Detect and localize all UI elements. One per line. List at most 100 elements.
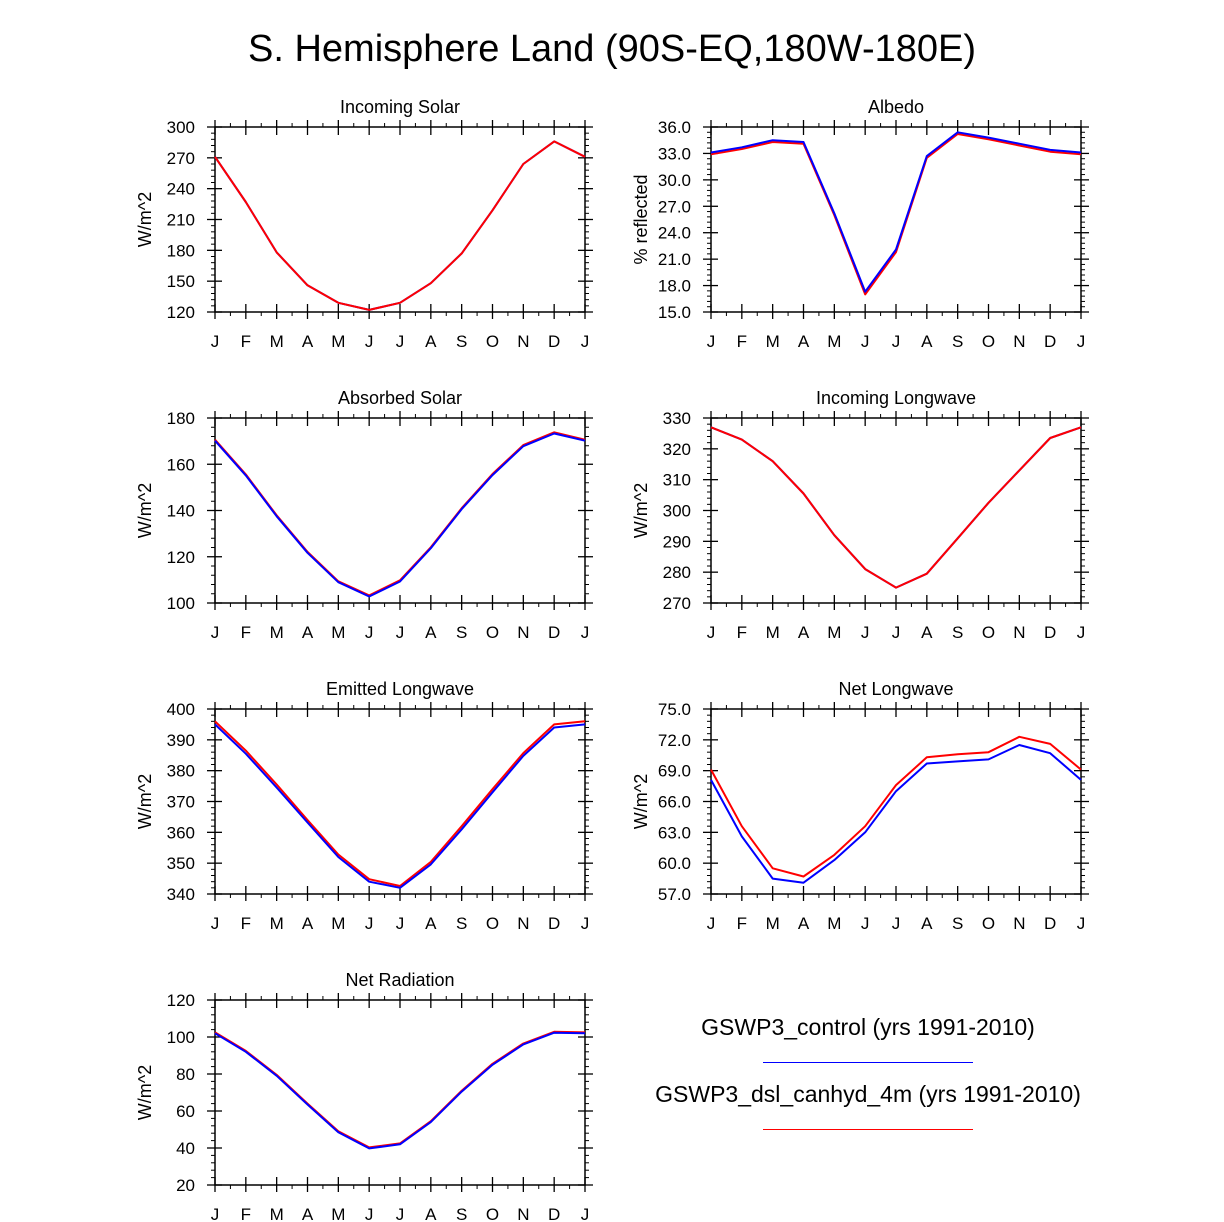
x-tick-label: J: [1077, 623, 1086, 642]
x-tick-label: D: [548, 332, 560, 351]
series-line-gswp3-control: [710, 744, 1082, 884]
x-tick-label: M: [331, 332, 345, 351]
y-tick-label: 36.0: [658, 118, 691, 137]
x-tick-label: O: [486, 332, 499, 351]
y-tick-label: 21.0: [658, 250, 691, 269]
x-tick-label: O: [982, 332, 995, 351]
x-tick-label: F: [737, 914, 747, 933]
plot-frame: [214, 126, 586, 313]
y-tick-label: 380: [167, 762, 195, 781]
x-tick-label: F: [737, 332, 747, 351]
page-title: S. Hemisphere Land (90S-EQ,180W-180E): [248, 28, 976, 70]
x-tick-label: J: [861, 914, 870, 933]
x-tick-label: J: [396, 1205, 405, 1222]
x-tick-label: O: [486, 623, 499, 642]
x-tick-label: O: [982, 623, 995, 642]
x-tick-label: A: [425, 623, 437, 642]
y-tick-label: 33.0: [658, 144, 691, 163]
x-tick-label: D: [1044, 332, 1056, 351]
x-tick-label: M: [827, 914, 841, 933]
legend-dsl-line: [763, 1129, 973, 1130]
x-tick-label: M: [827, 623, 841, 642]
x-tick-label: M: [270, 1205, 284, 1222]
x-tick-label: S: [456, 332, 467, 351]
x-tick-label: N: [517, 1205, 529, 1222]
x-tick-label: A: [921, 332, 933, 351]
legend-control-line: [763, 1062, 973, 1063]
series-line-gswp3-control: [214, 723, 586, 889]
y-axis-label: W/m^2: [135, 192, 155, 247]
y-tick-label: 75.0: [658, 700, 691, 719]
x-tick-label: O: [486, 914, 499, 933]
y-tick-label: 300: [663, 502, 691, 521]
y-tick-label: 57.0: [658, 885, 691, 904]
y-tick-label: 120: [167, 303, 195, 322]
x-tick-label: J: [892, 914, 901, 933]
x-tick-label: J: [365, 332, 374, 351]
x-tick-label: J: [365, 914, 374, 933]
x-tick-label: J: [581, 623, 590, 642]
y-tick-label: 350: [167, 854, 195, 873]
x-tick-label: M: [331, 623, 345, 642]
x-tick-label: J: [581, 1205, 590, 1222]
x-tick-label: D: [548, 914, 560, 933]
x-tick-label: J: [365, 623, 374, 642]
x-tick-label: M: [766, 332, 780, 351]
x-tick-label: F: [241, 914, 251, 933]
x-tick-label: A: [302, 623, 314, 642]
series-line-gswp3-dsl-canhyd-4m: [214, 140, 586, 311]
y-tick-label: 120: [167, 548, 195, 567]
x-tick-label: J: [861, 332, 870, 351]
x-tick-label: M: [827, 332, 841, 351]
series-line-gswp3-control: [214, 432, 586, 598]
x-tick-label: N: [517, 914, 529, 933]
x-tick-label: J: [365, 1205, 374, 1222]
y-axis-label: W/m^2: [631, 483, 651, 538]
x-tick-label: N: [1013, 623, 1025, 642]
x-tick-label: M: [331, 1205, 345, 1222]
x-tick-label: J: [211, 914, 220, 933]
x-tick-label: N: [517, 332, 529, 351]
x-tick-label: D: [1044, 914, 1056, 933]
x-tick-label: J: [707, 332, 716, 351]
y-axis-label: % reflected: [631, 174, 651, 264]
series-line-gswp3-dsl-canhyd-4m: [710, 133, 1082, 296]
y-tick-label: 69.0: [658, 762, 691, 781]
y-tick-label: 330: [663, 409, 691, 428]
y-axis-label: W/m^2: [135, 483, 155, 538]
x-tick-label: A: [425, 332, 437, 351]
x-tick-label: A: [425, 914, 437, 933]
y-tick-label: 150: [167, 272, 195, 291]
plot-frame: [214, 708, 586, 895]
x-tick-label: S: [456, 1205, 467, 1222]
x-tick-label: A: [302, 332, 314, 351]
y-tick-label: 370: [167, 793, 195, 812]
plot-frame: [214, 999, 586, 1186]
x-tick-label: A: [798, 914, 810, 933]
x-tick-label: M: [766, 623, 780, 642]
x-tick-label: J: [707, 623, 716, 642]
x-tick-label: O: [982, 914, 995, 933]
x-tick-label: D: [1044, 623, 1056, 642]
chart-title: Net Longwave: [838, 679, 953, 699]
x-tick-label: F: [241, 1205, 251, 1222]
y-tick-label: 63.0: [658, 823, 691, 842]
plot-frame: [710, 126, 1082, 313]
y-tick-label: 300: [167, 118, 195, 137]
x-tick-label: J: [892, 332, 901, 351]
y-tick-label: 15.0: [658, 303, 691, 322]
x-tick-label: J: [861, 623, 870, 642]
y-tick-label: 30.0: [658, 171, 691, 190]
series-line-gswp3-dsl-canhyd-4m: [214, 1030, 586, 1149]
series-line-gswp3-dsl-canhyd-4m: [710, 735, 1082, 878]
y-tick-label: 270: [167, 149, 195, 168]
x-tick-label: S: [952, 332, 963, 351]
x-tick-label: J: [1077, 332, 1086, 351]
chart-title: Incoming Solar: [340, 97, 460, 117]
y-axis-label: W/m^2: [135, 1065, 155, 1120]
